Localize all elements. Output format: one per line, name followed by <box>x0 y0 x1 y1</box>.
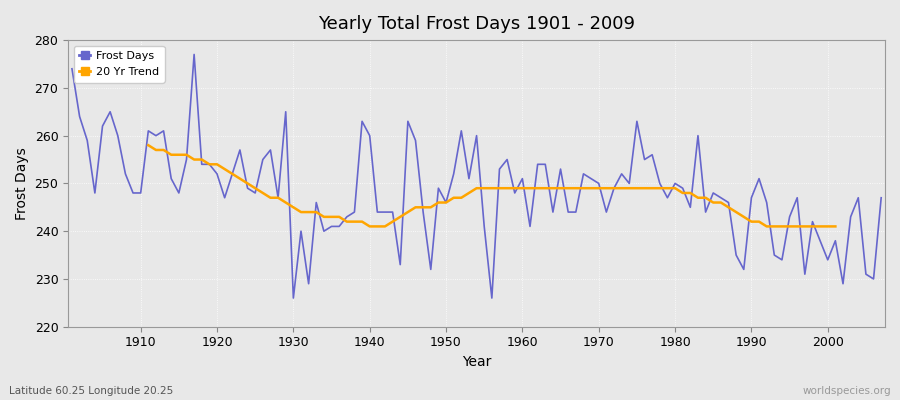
Title: Yearly Total Frost Days 1901 - 2009: Yearly Total Frost Days 1901 - 2009 <box>318 15 635 33</box>
X-axis label: Year: Year <box>462 355 491 369</box>
Text: Latitude 60.25 Longitude 20.25: Latitude 60.25 Longitude 20.25 <box>9 386 173 396</box>
Y-axis label: Frost Days: Frost Days <box>15 147 29 220</box>
Legend: Frost Days, 20 Yr Trend: Frost Days, 20 Yr Trend <box>74 46 165 82</box>
Text: worldspecies.org: worldspecies.org <box>803 386 891 396</box>
